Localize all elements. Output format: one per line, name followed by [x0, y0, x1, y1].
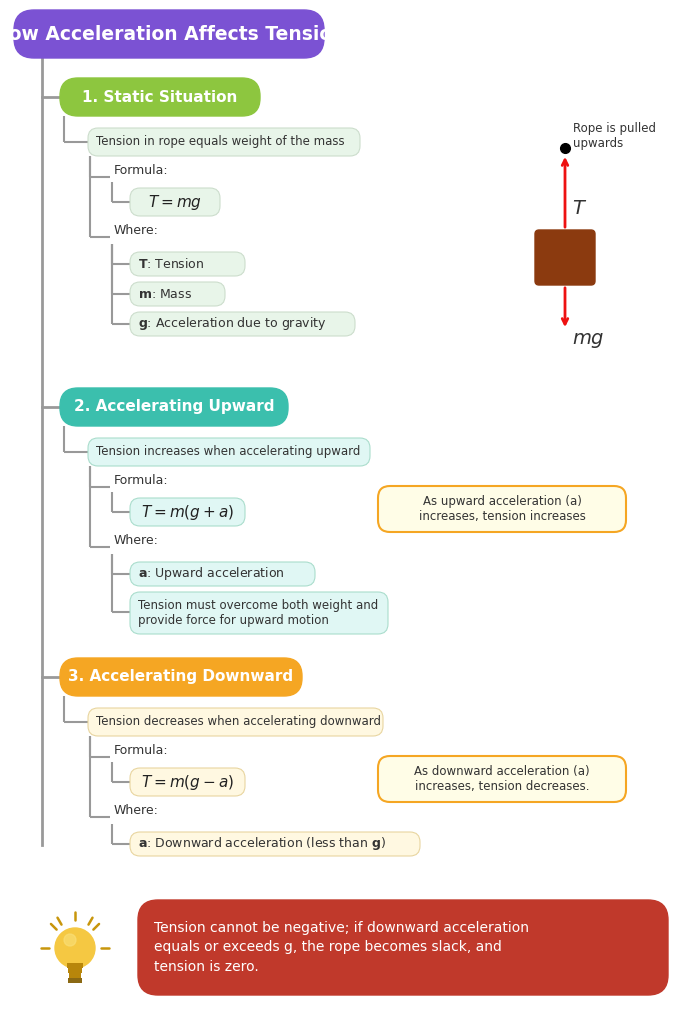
- Text: Formula:: Formula:: [114, 473, 169, 486]
- Text: As downward acceleration (a)
increases, tension decreases.: As downward acceleration (a) increases, …: [414, 765, 590, 793]
- Text: Tension in rope equals weight of the mass: Tension in rope equals weight of the mas…: [96, 135, 345, 148]
- FancyBboxPatch shape: [130, 282, 225, 306]
- Text: Tension cannot be negative; if downward acceleration
equals or exceeds g, the ro: Tension cannot be negative; if downward …: [154, 921, 529, 974]
- Circle shape: [55, 928, 95, 968]
- FancyBboxPatch shape: [60, 388, 288, 426]
- Text: Formula:: Formula:: [114, 164, 169, 176]
- Text: $\mathbf{T}$: Tension: $\mathbf{T}$: Tension: [138, 257, 204, 271]
- FancyBboxPatch shape: [68, 978, 82, 983]
- FancyBboxPatch shape: [130, 498, 245, 526]
- Text: Tension must overcome both weight and
provide force for upward motion: Tension must overcome both weight and pr…: [138, 599, 378, 627]
- FancyBboxPatch shape: [88, 708, 383, 736]
- FancyBboxPatch shape: [130, 562, 315, 586]
- FancyBboxPatch shape: [378, 756, 626, 802]
- Circle shape: [64, 934, 76, 946]
- Text: 1. Static Situation: 1. Static Situation: [83, 89, 237, 104]
- Text: $\mathbf{a}$: Upward acceleration: $\mathbf{a}$: Upward acceleration: [138, 565, 285, 583]
- Text: Where:: Where:: [114, 223, 159, 237]
- Text: $T=mg$: $T=mg$: [148, 193, 202, 212]
- FancyBboxPatch shape: [69, 973, 81, 978]
- FancyBboxPatch shape: [14, 10, 324, 58]
- Text: $T$: $T$: [572, 199, 587, 217]
- Text: Tension decreases when accelerating downward: Tension decreases when accelerating down…: [96, 716, 381, 728]
- Text: $\mathbf{m}$: Mass: $\mathbf{m}$: Mass: [138, 288, 192, 300]
- FancyBboxPatch shape: [130, 831, 420, 856]
- FancyBboxPatch shape: [60, 658, 302, 696]
- FancyBboxPatch shape: [88, 128, 360, 156]
- FancyBboxPatch shape: [378, 486, 626, 532]
- Text: As upward acceleration (a)
increases, tension increases: As upward acceleration (a) increases, te…: [418, 495, 585, 523]
- FancyBboxPatch shape: [535, 230, 595, 285]
- FancyBboxPatch shape: [130, 592, 388, 634]
- FancyBboxPatch shape: [60, 78, 260, 116]
- Text: 3. Accelerating Downward: 3. Accelerating Downward: [68, 670, 294, 684]
- FancyBboxPatch shape: [138, 900, 668, 995]
- Text: $\mathbf{g}$: Acceleration due to gravity: $\mathbf{g}$: Acceleration due to gravit…: [138, 315, 327, 333]
- Text: Where:: Where:: [114, 804, 159, 816]
- Text: Where:: Where:: [114, 534, 159, 547]
- Text: $\mathbf{a}$: Downward acceleration (less than $\mathbf{g}$): $\mathbf{a}$: Downward acceleration (les…: [138, 836, 386, 853]
- Text: How Acceleration Affects Tension: How Acceleration Affects Tension: [0, 25, 345, 43]
- FancyBboxPatch shape: [68, 968, 82, 973]
- FancyBboxPatch shape: [67, 963, 83, 968]
- Text: Formula:: Formula:: [114, 743, 169, 757]
- FancyBboxPatch shape: [130, 312, 355, 336]
- Text: $T=m(g-a)$: $T=m(g-a)$: [141, 772, 234, 792]
- Text: Tension increases when accelerating upward: Tension increases when accelerating upwa…: [96, 445, 361, 459]
- FancyBboxPatch shape: [130, 768, 245, 796]
- Text: $mg$: $mg$: [572, 331, 605, 349]
- FancyBboxPatch shape: [130, 188, 220, 216]
- Text: Rope is pulled
upwards: Rope is pulled upwards: [573, 122, 656, 150]
- FancyBboxPatch shape: [130, 252, 245, 276]
- Text: $T=m(g+a)$: $T=m(g+a)$: [141, 503, 234, 521]
- Text: 2. Accelerating Upward: 2. Accelerating Upward: [74, 399, 275, 415]
- FancyBboxPatch shape: [88, 438, 370, 466]
